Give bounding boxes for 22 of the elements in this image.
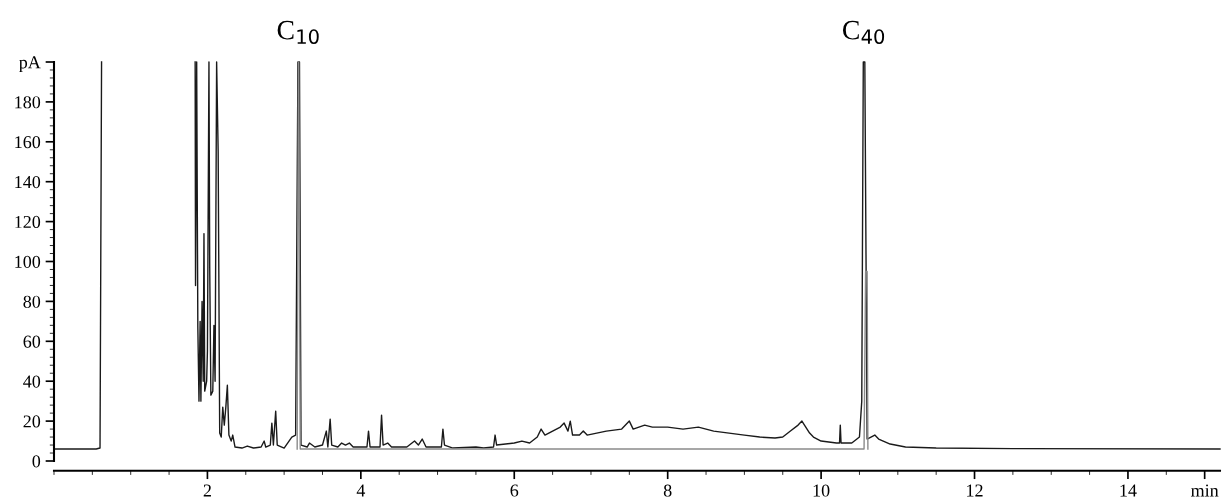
y-tick-label: 160 — [15, 136, 41, 149]
y-tick-label: 140 — [15, 175, 41, 189]
y-tick-label: 100 — [15, 255, 41, 268]
y-tick-label: 0 — [32, 455, 41, 468]
y-tick-label: 60 — [23, 335, 41, 348]
y-tick-label: 40 — [23, 375, 41, 388]
annotation: C$_{10}$ — [277, 20, 319, 45]
x-tick-label: 12 — [967, 484, 983, 497]
line-series — [296, 61, 869, 450]
x-tick-label: 2 — [203, 484, 211, 497]
annotation: C$_{40}$ — [842, 20, 885, 45]
x-tick-label: 6 — [510, 484, 519, 497]
y-tick-label: pA — [19, 56, 41, 73]
x-tick-label: min — [1190, 484, 1219, 497]
x-tick-label: 14 — [1120, 484, 1137, 497]
y-tick-label: 80 — [23, 295, 41, 308]
x-tick-label: 8 — [663, 484, 672, 497]
y-tick-label: 20 — [23, 415, 41, 428]
y-tick-label: 120 — [15, 215, 41, 229]
x-tick-label: 10 — [813, 484, 830, 497]
x-tick-label: 4 — [356, 484, 366, 497]
y-tick-label: 180 — [15, 96, 41, 109]
